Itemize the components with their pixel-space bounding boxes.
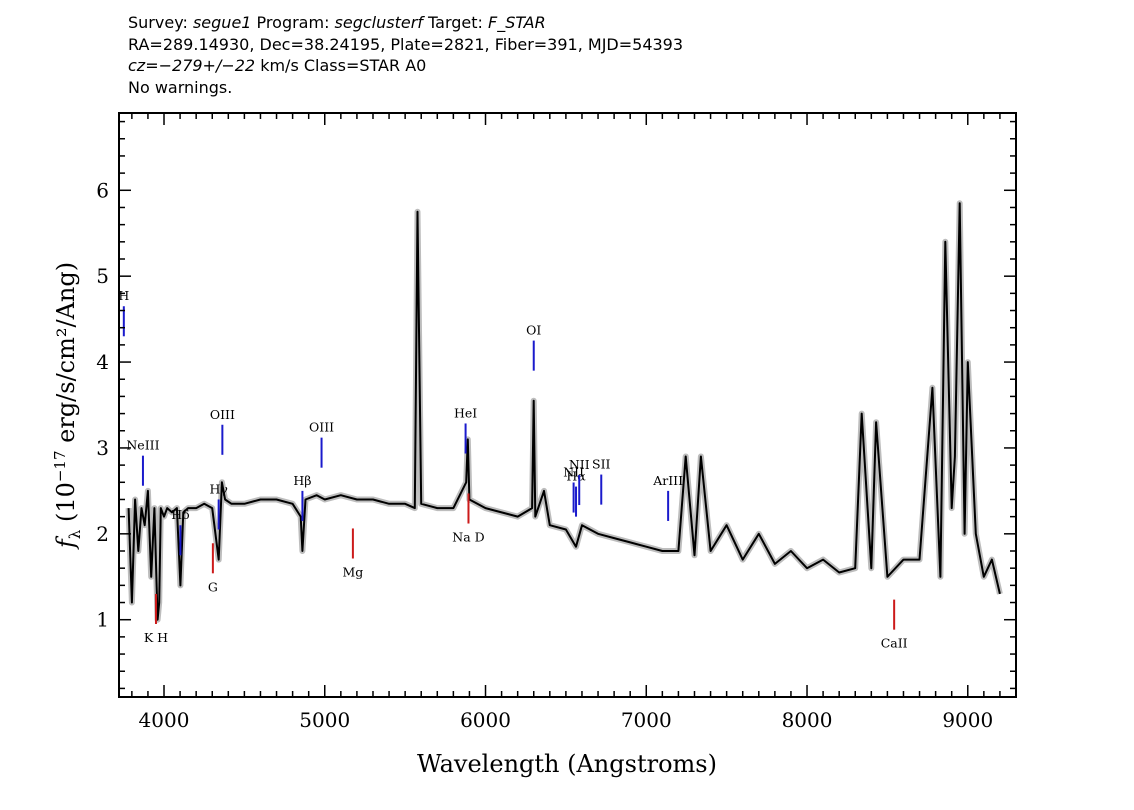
- emission-label: Hγ: [209, 481, 227, 496]
- x-tick-label: 7000: [621, 708, 672, 732]
- emission-label: OIII: [210, 407, 235, 422]
- flux-series-line: [127, 202, 1001, 621]
- emission-label: NII: [569, 457, 590, 472]
- y-tick-label: 6: [96, 178, 109, 202]
- y-axis-title: fλ (10−17 erg/s/cm²/Ang): [51, 262, 84, 550]
- error-band: [125, 200, 1003, 623]
- emission-label: H: [118, 288, 129, 303]
- plot-frame: [118, 112, 1017, 698]
- emission-label: OI: [526, 323, 541, 338]
- program-value: segclusterf: [334, 13, 423, 32]
- y-tick-label: 2: [96, 522, 109, 546]
- y-tick-label: 1: [96, 608, 109, 632]
- emission-label: OIII: [309, 420, 334, 435]
- x-tick-label: 6000: [460, 708, 511, 732]
- x-tick-label: 5000: [299, 708, 350, 732]
- class-value: km/s Class=STAR A0: [255, 56, 427, 75]
- header-line-coordinates: RA=289.14930, Dec=38.24195, Plate=2821, …: [128, 34, 684, 54]
- header-line-survey: Survey: segue1 Program: segclusterf Targ…: [128, 12, 683, 34]
- spectrum-header: Survey: segue1 Program: segclusterf Targ…: [128, 12, 683, 98]
- target-label: Target:: [422, 13, 488, 32]
- y-tick-label: 4: [96, 350, 109, 374]
- y-tick-label: 5: [96, 264, 109, 288]
- emission-label: NeIII: [126, 438, 159, 453]
- x-axis-title: Wavelength (Angstroms): [417, 750, 717, 778]
- redshift-value: cz=−279+/−22: [128, 56, 256, 75]
- emission-label: Hδ: [171, 507, 189, 522]
- header-line-warnings: No warnings.: [128, 77, 233, 97]
- absorption-label: G: [208, 579, 218, 594]
- absorption-label: K H: [144, 630, 168, 645]
- x-tick-label: 9000: [942, 708, 993, 732]
- x-tick-label: 8000: [782, 708, 833, 732]
- axis-ticks: 4000 5000 6000 7000 8000 9000 1 2 3 4 5 6: [96, 113, 1016, 732]
- survey-label: Survey:: [128, 13, 193, 32]
- survey-value: segue1: [192, 13, 252, 32]
- emission-label: Hα: [566, 469, 586, 484]
- emission-label: SII: [592, 457, 611, 472]
- target-value: F_STAR: [488, 13, 546, 32]
- absorption-label: CaII: [881, 636, 908, 651]
- emission-label: HeI: [454, 405, 477, 420]
- y-tick-label: 3: [96, 436, 109, 460]
- header-line-redshift: cz=−279+/−22 km/s Class=STAR A0: [128, 55, 683, 77]
- emission-label: ArIII: [652, 473, 683, 488]
- emission-label: Hβ: [293, 473, 311, 488]
- absorption-label: Mg: [342, 565, 363, 580]
- x-tick-label: 4000: [139, 708, 190, 732]
- program-label: Program:: [251, 13, 335, 32]
- absorption-label: Na D: [452, 530, 484, 545]
